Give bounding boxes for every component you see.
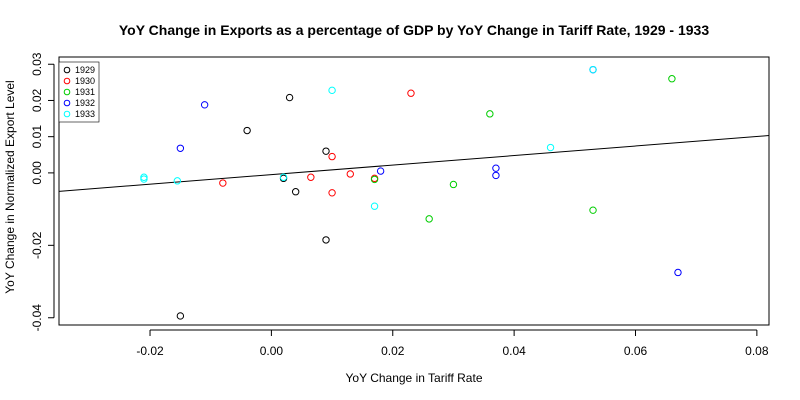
y-tick-label: -0.04 bbox=[30, 304, 44, 332]
y-tick-label: 0.02 bbox=[30, 88, 44, 112]
legend-label: 1933 bbox=[75, 109, 95, 119]
legend-marker-1930 bbox=[63, 77, 71, 85]
data-point-1933 bbox=[370, 202, 379, 210]
regression-line-group bbox=[58, 135, 770, 192]
data-point-1930 bbox=[328, 189, 336, 197]
data-points bbox=[140, 65, 682, 320]
x-tick-label: 0.08 bbox=[745, 344, 769, 358]
y-tick-label: 0.01 bbox=[30, 125, 44, 149]
data-point-1931 bbox=[486, 110, 494, 118]
data-point-1929 bbox=[322, 236, 330, 244]
legend-label: 1932 bbox=[75, 98, 95, 108]
data-point-1930 bbox=[219, 179, 227, 187]
y-axis: -0.04 -0.02 0.00 0.01 0.02 0.03 bbox=[30, 52, 55, 332]
data-point-1929 bbox=[243, 126, 251, 135]
x-tick-label: 0.00 bbox=[260, 344, 284, 358]
legend-marker-1933 bbox=[63, 110, 71, 118]
legend-marker-1932 bbox=[63, 99, 71, 107]
data-point-1931 bbox=[589, 206, 597, 214]
data-point-1932 bbox=[492, 164, 500, 172]
x-tick-label: 0.06 bbox=[624, 344, 648, 358]
data-point-1932 bbox=[492, 171, 500, 180]
legend-marker-1931 bbox=[63, 88, 71, 96]
data-point-1933 bbox=[173, 177, 182, 185]
legend-marker-1929 bbox=[63, 66, 71, 74]
data-point-1929 bbox=[291, 188, 300, 196]
data-point-1932 bbox=[674, 268, 682, 277]
data-point-1933 bbox=[328, 86, 336, 95]
data-point-1933 bbox=[589, 65, 597, 74]
x-tick-label: -0.02 bbox=[136, 344, 164, 358]
x-tick-label: 0.04 bbox=[502, 344, 526, 358]
data-point-1930 bbox=[307, 173, 315, 181]
y-tick-label: 0.03 bbox=[30, 52, 44, 76]
data-point-1933 bbox=[546, 143, 555, 152]
data-point-1931 bbox=[370, 175, 379, 184]
x-tick-label: 0.02 bbox=[381, 344, 405, 358]
y-axis-label: YoY Change in Normalized Export Level bbox=[3, 80, 17, 293]
data-point-1930 bbox=[346, 170, 354, 178]
data-point-1929 bbox=[176, 312, 185, 320]
regression-line bbox=[58, 135, 770, 192]
data-point-1929 bbox=[322, 147, 330, 155]
data-point-1933 bbox=[279, 173, 288, 181]
data-point-1929 bbox=[285, 93, 294, 102]
legend-label: 1929 bbox=[75, 65, 95, 75]
data-point-1931 bbox=[425, 215, 433, 223]
legend-label: 1930 bbox=[75, 76, 95, 86]
data-point-1930 bbox=[407, 89, 415, 97]
data-point-1933 bbox=[140, 175, 148, 183]
data-point-1932 bbox=[176, 144, 185, 152]
x-axis: -0.02 0.00 0.02 0.04 0.06 0.08 bbox=[136, 329, 769, 358]
data-point-1931 bbox=[668, 75, 676, 83]
data-point-1932 bbox=[200, 101, 209, 109]
x-axis-label: YoY Change in Tariff Rate bbox=[346, 371, 483, 385]
data-point-1931 bbox=[449, 180, 458, 189]
legend-box bbox=[58, 61, 100, 123]
y-tick-label: -0.02 bbox=[30, 231, 44, 259]
y-tick-label: 0.00 bbox=[30, 161, 44, 185]
legend-label: 1931 bbox=[75, 87, 95, 97]
data-point-1930 bbox=[328, 152, 336, 161]
data-point-1932 bbox=[376, 167, 385, 175]
chart-title: YoY Change in Exports as a percentage of… bbox=[119, 22, 709, 38]
